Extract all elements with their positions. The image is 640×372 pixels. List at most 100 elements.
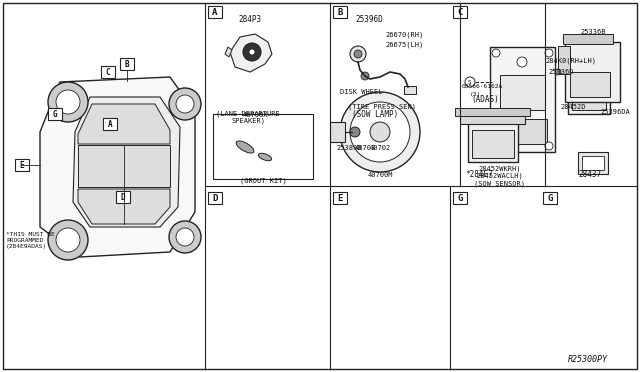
Text: A: A (108, 119, 112, 128)
Circle shape (361, 72, 369, 80)
Circle shape (492, 142, 500, 150)
Text: 08566-6162A: 08566-6162A (462, 84, 503, 89)
Circle shape (169, 88, 201, 120)
Bar (213, 114, 313, 179)
Circle shape (584, 62, 594, 72)
Bar (48, 108, 62, 120)
Polygon shape (78, 104, 170, 144)
Bar (103, 118, 117, 130)
Bar (565, 42, 620, 102)
Bar (404, 86, 416, 94)
Ellipse shape (259, 153, 271, 161)
Circle shape (340, 92, 420, 172)
Text: E: E (337, 193, 342, 202)
Text: S: S (467, 80, 471, 84)
Circle shape (350, 127, 360, 137)
Circle shape (350, 46, 366, 62)
Bar (468, 122, 518, 162)
Text: 40700M: 40700M (368, 172, 394, 178)
Bar (453, 6, 467, 18)
Bar (490, 47, 555, 152)
Bar (498, 119, 547, 144)
Bar (116, 191, 130, 203)
Text: 28452WKRH)
28452WACLH)
(SOW SENSOR): 28452WKRH) 28452WACLH) (SOW SENSOR) (474, 165, 525, 186)
Polygon shape (78, 189, 170, 224)
Circle shape (350, 102, 410, 162)
Text: DISK WHEEL: DISK WHEEL (340, 89, 383, 95)
Circle shape (48, 82, 88, 122)
Text: C: C (106, 67, 110, 77)
Text: (SOW LAMP): (SOW LAMP) (352, 110, 398, 119)
Text: 40703: 40703 (355, 145, 376, 151)
Bar (101, 66, 115, 78)
Text: 25389B: 25389B (336, 145, 362, 151)
Circle shape (492, 49, 500, 57)
Text: 26675(LH): 26675(LH) (385, 41, 423, 48)
Bar (208, 192, 222, 204)
Text: 284K0(RH+LH): 284K0(RH+LH) (545, 57, 596, 64)
Bar (453, 192, 467, 204)
Circle shape (249, 49, 255, 55)
Text: (ADAS): (ADAS) (471, 95, 499, 104)
Circle shape (56, 228, 80, 252)
Text: R25300PY: R25300PY (568, 355, 608, 364)
Text: C: C (458, 7, 463, 16)
Text: 25336B: 25336B (580, 29, 605, 35)
Bar (563, 34, 613, 44)
Text: G: G (458, 193, 463, 202)
Bar (558, 46, 570, 74)
Text: G: G (52, 109, 58, 119)
Bar (455, 108, 530, 116)
Circle shape (243, 43, 261, 61)
Ellipse shape (236, 141, 254, 153)
Text: 25336D: 25336D (548, 69, 573, 75)
Bar (578, 152, 608, 174)
Text: (3): (3) (470, 92, 481, 97)
Bar (500, 75, 545, 110)
Circle shape (176, 228, 194, 246)
Bar (120, 58, 134, 70)
Bar (333, 6, 347, 18)
Text: (GROUT KIT): (GROUT KIT) (240, 177, 287, 183)
Bar (208, 6, 222, 18)
Text: 40702: 40702 (370, 145, 391, 151)
Polygon shape (40, 77, 195, 257)
Text: D: D (212, 193, 218, 202)
Polygon shape (78, 145, 170, 187)
Bar (572, 85, 606, 110)
Circle shape (370, 122, 390, 142)
Bar (460, 112, 525, 124)
Text: A: A (212, 7, 218, 16)
Bar (330, 122, 345, 142)
Bar (543, 192, 557, 204)
Text: 40708X: 40708X (243, 112, 268, 118)
Text: B: B (337, 7, 342, 16)
Circle shape (169, 221, 201, 253)
Circle shape (56, 90, 80, 114)
Bar (15, 159, 29, 171)
Text: 284P3: 284P3 (239, 15, 262, 24)
Bar (333, 192, 347, 204)
Bar (472, 130, 514, 158)
Text: B: B (125, 60, 129, 68)
Text: (LANE DEPARTURE
SPEAKER): (LANE DEPARTURE SPEAKER) (216, 110, 280, 124)
Text: *THIS MUST BE
PROGRAMMED
(284E9ADAS): *THIS MUST BE PROGRAMMED (284E9ADAS) (6, 232, 55, 248)
Text: *284E7: *284E7 (465, 170, 493, 179)
Text: 28437: 28437 (578, 170, 601, 179)
Text: 25396DA: 25396DA (600, 109, 630, 115)
Circle shape (465, 77, 475, 87)
Circle shape (517, 57, 527, 67)
Circle shape (555, 69, 561, 75)
Text: 25396D: 25396D (355, 15, 383, 24)
Bar (570, 72, 610, 97)
Bar (568, 59, 610, 114)
Polygon shape (73, 97, 180, 227)
Bar (582, 156, 604, 170)
Text: 28452D: 28452D (560, 104, 586, 110)
Text: (TIRE PRESS SEN): (TIRE PRESS SEN) (348, 103, 416, 109)
Circle shape (545, 142, 553, 150)
Text: 26670(RH): 26670(RH) (385, 31, 423, 38)
Polygon shape (230, 34, 272, 72)
Text: G: G (547, 193, 553, 202)
Circle shape (354, 50, 362, 58)
